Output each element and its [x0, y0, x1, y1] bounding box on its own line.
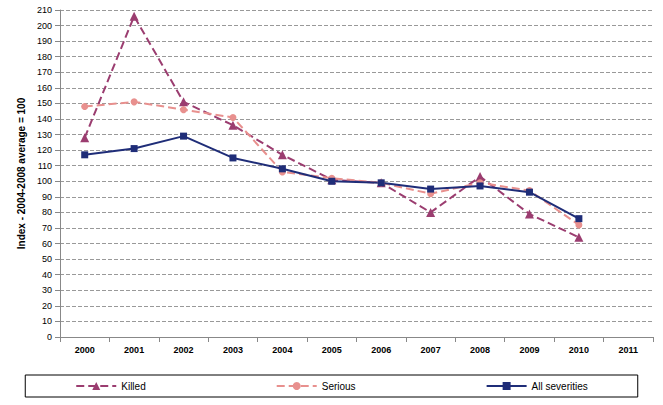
svg-text:Index - 2004-2008 average = 10: Index - 2004-2008 average = 100 [16, 97, 27, 249]
svg-text:0: 0 [47, 332, 52, 342]
svg-text:160: 160 [37, 83, 52, 93]
svg-text:2002: 2002 [174, 345, 194, 355]
svg-text:All severities: All severities [532, 381, 588, 392]
svg-text:Serious: Serious [322, 381, 356, 392]
svg-text:190: 190 [37, 36, 52, 46]
svg-text:2007: 2007 [421, 345, 441, 355]
svg-text:2001: 2001 [124, 345, 144, 355]
svg-text:2009: 2009 [519, 345, 539, 355]
svg-text:140: 140 [37, 114, 52, 124]
svg-text:150: 150 [37, 98, 52, 108]
svg-text:2010: 2010 [569, 345, 589, 355]
svg-text:30: 30 [42, 285, 52, 295]
svg-text:110: 110 [38, 161, 52, 171]
svg-text:170: 170 [37, 67, 52, 77]
svg-text:50: 50 [42, 254, 52, 264]
svg-text:180: 180 [37, 52, 52, 62]
svg-text:20: 20 [42, 301, 52, 311]
svg-text:90: 90 [42, 192, 52, 202]
svg-text:2006: 2006 [371, 345, 391, 355]
svg-text:120: 120 [37, 145, 52, 155]
svg-text:2000: 2000 [75, 345, 95, 355]
svg-text:100: 100 [37, 176, 52, 186]
svg-text:2003: 2003 [223, 345, 243, 355]
svg-text:40: 40 [42, 270, 52, 280]
svg-text:Killed: Killed [121, 381, 145, 392]
svg-text:130: 130 [37, 130, 52, 140]
svg-text:2011: 2011 [619, 345, 639, 355]
svg-text:70: 70 [42, 223, 52, 233]
svg-text:80: 80 [42, 207, 52, 217]
svg-text:2005: 2005 [322, 345, 342, 355]
svg-text:60: 60 [42, 239, 52, 249]
svg-text:210: 210 [37, 5, 52, 15]
svg-text:2008: 2008 [470, 345, 490, 355]
svg-text:2004: 2004 [272, 345, 292, 355]
svg-text:10: 10 [42, 316, 52, 326]
svg-text:200: 200 [37, 21, 52, 31]
